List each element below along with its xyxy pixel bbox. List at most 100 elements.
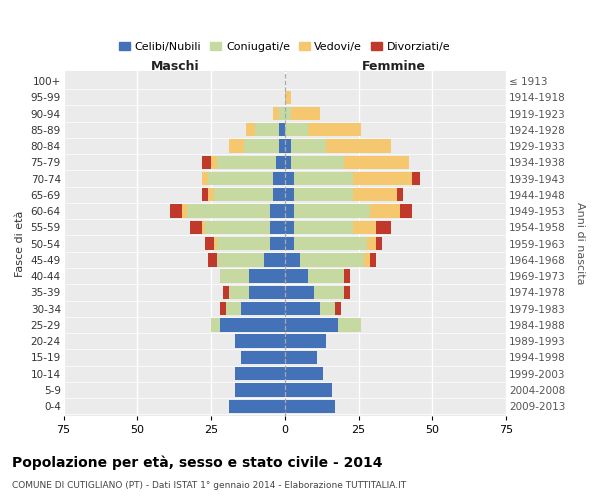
Text: Popolazione per età, sesso e stato civile - 2014: Popolazione per età, sesso e stato civil… bbox=[12, 456, 383, 470]
Bar bbox=[285, 318, 338, 332]
Bar bbox=[353, 220, 376, 234]
Bar bbox=[285, 270, 308, 283]
Bar bbox=[247, 123, 256, 136]
Bar bbox=[244, 140, 279, 152]
Bar bbox=[205, 220, 270, 234]
Bar bbox=[226, 302, 241, 316]
Bar bbox=[276, 156, 285, 169]
Legend: Celibi/Nubili, Coniugati/e, Vedovi/e, Divorziati/e: Celibi/Nubili, Coniugati/e, Vedovi/e, Di… bbox=[115, 37, 455, 56]
Text: Maschi: Maschi bbox=[151, 60, 200, 72]
Bar bbox=[211, 156, 217, 169]
Bar bbox=[293, 237, 367, 250]
Bar bbox=[235, 384, 285, 396]
Bar bbox=[235, 367, 285, 380]
Bar bbox=[208, 172, 273, 185]
Bar bbox=[397, 188, 403, 202]
Bar bbox=[220, 318, 285, 332]
Text: COMUNE DI CUTIGLIANO (PT) - Dati ISTAT 1° gennaio 2014 - Elaborazione TUTTITALIA: COMUNE DI CUTIGLIANO (PT) - Dati ISTAT 1… bbox=[12, 480, 406, 490]
Bar bbox=[223, 286, 229, 299]
Bar bbox=[264, 253, 285, 266]
Bar bbox=[293, 220, 353, 234]
Bar bbox=[285, 334, 326, 348]
Bar bbox=[256, 123, 279, 136]
Bar bbox=[285, 237, 293, 250]
Bar bbox=[250, 270, 285, 283]
Bar bbox=[220, 302, 226, 316]
Bar bbox=[170, 204, 182, 218]
Bar bbox=[285, 253, 299, 266]
Bar bbox=[217, 237, 270, 250]
Bar bbox=[370, 253, 376, 266]
Bar bbox=[285, 172, 293, 185]
Bar bbox=[293, 172, 353, 185]
Bar bbox=[211, 318, 220, 332]
Bar bbox=[217, 253, 264, 266]
Bar bbox=[285, 302, 320, 316]
Bar bbox=[285, 400, 335, 413]
Bar bbox=[270, 237, 285, 250]
Bar bbox=[293, 188, 353, 202]
Bar bbox=[229, 286, 250, 299]
Bar bbox=[241, 302, 285, 316]
Bar bbox=[285, 220, 293, 234]
Bar bbox=[326, 140, 391, 152]
Bar bbox=[229, 140, 244, 152]
Bar bbox=[314, 286, 344, 299]
Bar bbox=[205, 237, 214, 250]
Bar bbox=[270, 220, 285, 234]
Bar bbox=[299, 253, 364, 266]
Bar bbox=[279, 107, 285, 120]
Bar bbox=[285, 351, 317, 364]
Bar bbox=[308, 270, 344, 283]
Bar bbox=[235, 334, 285, 348]
Bar bbox=[285, 286, 314, 299]
Bar bbox=[270, 204, 285, 218]
Bar bbox=[338, 318, 361, 332]
Bar bbox=[291, 156, 344, 169]
Y-axis label: Fasce di età: Fasce di età bbox=[15, 210, 25, 277]
Bar bbox=[367, 237, 376, 250]
Bar bbox=[370, 204, 400, 218]
Bar bbox=[214, 237, 217, 250]
Bar bbox=[285, 90, 291, 104]
Bar bbox=[190, 220, 202, 234]
Bar bbox=[208, 188, 214, 202]
Bar bbox=[285, 188, 293, 202]
Bar bbox=[285, 367, 323, 380]
Bar bbox=[291, 107, 320, 120]
Bar bbox=[202, 172, 208, 185]
Bar bbox=[353, 188, 397, 202]
Bar bbox=[291, 140, 326, 152]
Bar bbox=[344, 156, 409, 169]
Bar bbox=[308, 123, 361, 136]
Bar bbox=[353, 172, 412, 185]
Bar bbox=[273, 172, 285, 185]
Bar bbox=[182, 204, 187, 218]
Bar bbox=[285, 204, 293, 218]
Bar bbox=[412, 172, 421, 185]
Bar bbox=[344, 286, 350, 299]
Bar bbox=[400, 204, 412, 218]
Bar bbox=[273, 188, 285, 202]
Bar bbox=[320, 302, 335, 316]
Bar bbox=[344, 270, 350, 283]
Bar bbox=[202, 156, 211, 169]
Bar bbox=[273, 107, 279, 120]
Bar bbox=[187, 204, 270, 218]
Bar bbox=[279, 140, 285, 152]
Bar bbox=[335, 302, 341, 316]
Bar bbox=[229, 400, 285, 413]
Bar bbox=[376, 237, 382, 250]
Bar bbox=[285, 107, 291, 120]
Bar bbox=[220, 270, 250, 283]
Bar bbox=[279, 123, 285, 136]
Bar bbox=[202, 220, 205, 234]
Bar bbox=[217, 156, 276, 169]
Bar bbox=[376, 220, 391, 234]
Bar bbox=[364, 253, 370, 266]
Bar bbox=[285, 384, 332, 396]
Bar bbox=[285, 123, 308, 136]
Bar bbox=[208, 253, 217, 266]
Bar bbox=[285, 156, 291, 169]
Bar bbox=[293, 204, 370, 218]
